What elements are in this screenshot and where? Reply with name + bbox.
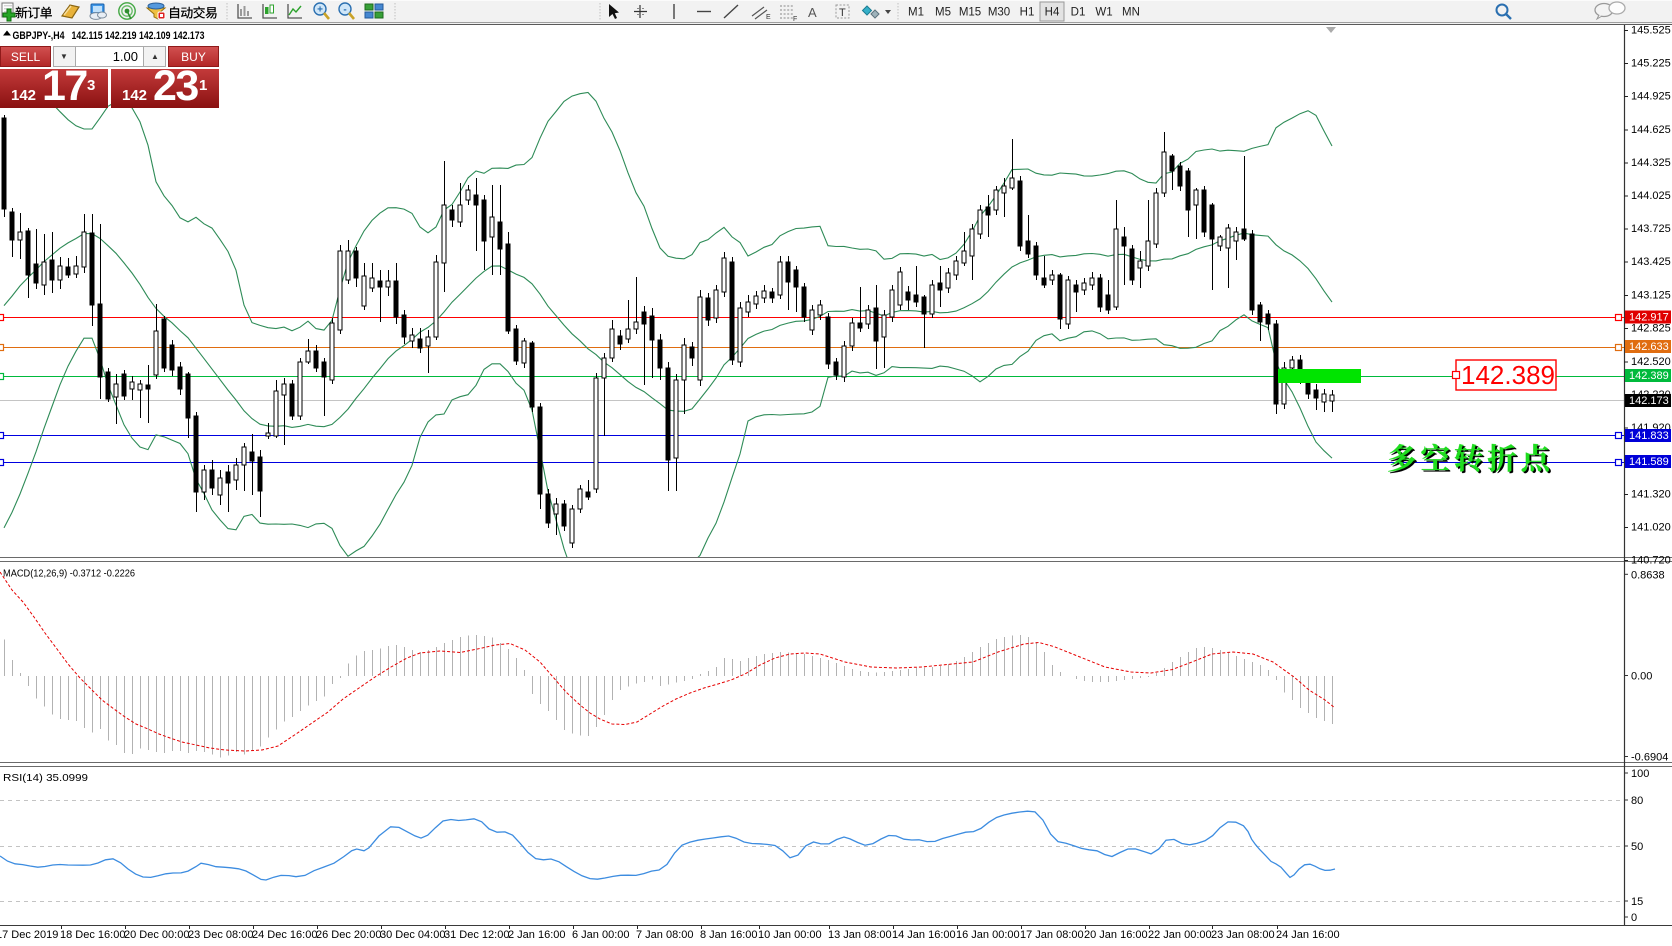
svg-text:145.225: 145.225 bbox=[1631, 58, 1671, 70]
svg-text:10 Jan 00:00: 10 Jan 00:00 bbox=[758, 929, 822, 941]
svg-text:142.520: 142.520 bbox=[1631, 356, 1671, 368]
svg-text:15: 15 bbox=[1631, 896, 1643, 908]
svg-text:23 Dec 08:00: 23 Dec 08:00 bbox=[188, 929, 253, 941]
svg-text:24 Jan 16:00: 24 Jan 16:00 bbox=[1276, 929, 1340, 941]
svg-text:-0.6904: -0.6904 bbox=[1631, 752, 1668, 764]
svg-text:+: + bbox=[317, 5, 323, 16]
svg-text:143.425: 143.425 bbox=[1631, 256, 1671, 268]
svg-text:0: 0 bbox=[1631, 912, 1637, 924]
svg-text:H1: H1 bbox=[1020, 7, 1035, 19]
svg-text:W1: W1 bbox=[1095, 7, 1112, 19]
svg-text:100: 100 bbox=[1631, 768, 1649, 780]
svg-text:141.320: 141.320 bbox=[1631, 488, 1671, 500]
svg-text:142.173: 142.173 bbox=[1629, 395, 1669, 407]
svg-text:F: F bbox=[793, 16, 797, 23]
svg-text:20 Jan 16:00: 20 Jan 16:00 bbox=[1084, 929, 1148, 941]
svg-text:141.589: 141.589 bbox=[1629, 456, 1669, 468]
svg-text:140.720: 140.720 bbox=[1631, 555, 1671, 567]
svg-text:16 Jan 00:00: 16 Jan 00:00 bbox=[956, 929, 1020, 941]
svg-text:H4: H4 bbox=[1045, 7, 1060, 19]
svg-text:17 Jan 08:00: 17 Jan 08:00 bbox=[1020, 929, 1084, 941]
svg-text:2 Jan 16:00: 2 Jan 16:00 bbox=[508, 929, 566, 941]
svg-text:143.725: 143.725 bbox=[1631, 223, 1671, 235]
svg-text:144.325: 144.325 bbox=[1631, 157, 1671, 169]
svg-text:18 Dec 16:00: 18 Dec 16:00 bbox=[60, 929, 125, 941]
svg-text:-: - bbox=[343, 5, 346, 16]
svg-text:D1: D1 bbox=[1071, 7, 1086, 19]
svg-text:142.825: 142.825 bbox=[1631, 322, 1671, 334]
svg-text:142.389: 142.389 bbox=[1629, 370, 1669, 382]
svg-text:142.633: 142.633 bbox=[1629, 341, 1669, 353]
svg-text:23 Jan 08:00: 23 Jan 08:00 bbox=[1211, 929, 1275, 941]
svg-text:6 Jan 00:00: 6 Jan 00:00 bbox=[572, 929, 630, 941]
svg-text:144.625: 144.625 bbox=[1631, 124, 1671, 136]
svg-text:144.925: 144.925 bbox=[1631, 91, 1671, 103]
svg-text:0.00: 0.00 bbox=[1631, 671, 1652, 683]
svg-text:145.525: 145.525 bbox=[1631, 25, 1671, 37]
svg-text:144.025: 144.025 bbox=[1631, 190, 1671, 202]
svg-text:M15: M15 bbox=[959, 7, 981, 19]
svg-text:T: T bbox=[839, 7, 846, 19]
svg-text:142.389: 142.389 bbox=[1461, 360, 1555, 390]
svg-text:0.8638: 0.8638 bbox=[1631, 569, 1665, 581]
svg-text:M30: M30 bbox=[988, 7, 1010, 19]
svg-text:142.115 142.219 142.109 142.17: 142.115 142.219 142.109 142.173 bbox=[72, 30, 205, 42]
svg-text:20 Dec 00:00: 20 Dec 00:00 bbox=[124, 929, 189, 941]
svg-text:RSI(14) 35.0999: RSI(14) 35.0999 bbox=[3, 772, 88, 784]
svg-text:E: E bbox=[766, 14, 771, 21]
svg-text:143.125: 143.125 bbox=[1631, 289, 1671, 301]
svg-text:30 Dec 04:00: 30 Dec 04:00 bbox=[380, 929, 445, 941]
svg-text:142.917: 142.917 bbox=[1629, 312, 1669, 324]
svg-text:8 Jan 16:00: 8 Jan 16:00 bbox=[700, 929, 758, 941]
svg-text:22 Jan 00:00: 22 Jan 00:00 bbox=[1148, 929, 1212, 941]
svg-text:31 Dec 12:00: 31 Dec 12:00 bbox=[444, 929, 509, 941]
svg-text:13 Jan 08:00: 13 Jan 08:00 bbox=[828, 929, 892, 941]
svg-text:MN: MN bbox=[1122, 7, 1140, 19]
svg-text:80: 80 bbox=[1631, 795, 1643, 807]
svg-text:26 Dec 20:00: 26 Dec 20:00 bbox=[316, 929, 381, 941]
svg-text:MACD(12,26,9) -0.3712 -0.2226: MACD(12,26,9) -0.3712 -0.2226 bbox=[3, 568, 135, 580]
svg-text:141.833: 141.833 bbox=[1629, 430, 1669, 442]
svg-text:GBPJPY-,H4: GBPJPY-,H4 bbox=[13, 30, 66, 42]
svg-text:24 Dec 16:00: 24 Dec 16:00 bbox=[252, 929, 317, 941]
svg-text:M1: M1 bbox=[908, 7, 924, 19]
svg-text:141.020: 141.020 bbox=[1631, 522, 1671, 534]
svg-text:17 Dec 2019: 17 Dec 2019 bbox=[0, 929, 58, 941]
svg-text:A: A bbox=[808, 5, 817, 20]
svg-text:50: 50 bbox=[1631, 841, 1643, 853]
svg-text:14 Jan 16:00: 14 Jan 16:00 bbox=[892, 929, 956, 941]
svg-text:7 Jan 08:00: 7 Jan 08:00 bbox=[636, 929, 694, 941]
svg-text:M5: M5 bbox=[935, 7, 951, 19]
